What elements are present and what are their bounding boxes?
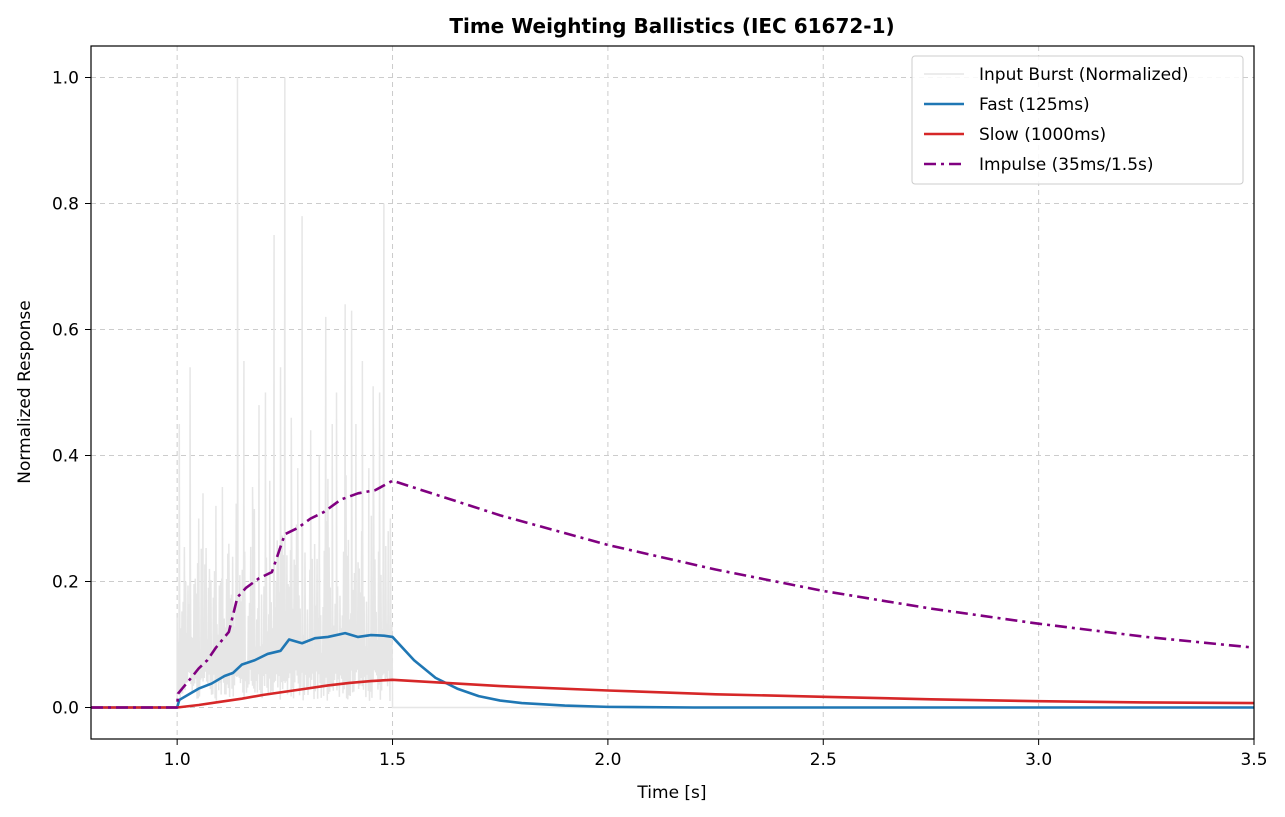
axes-frame: [90, 45, 1255, 740]
legend-label: Fast (125ms): [979, 95, 1090, 115]
legend-label: Slow (1000ms): [979, 125, 1106, 145]
series-line-fast: [91, 631, 1254, 709]
y-tick-label: 0.0: [52, 699, 79, 719]
legend-label: Input Burst (Normalized): [979, 65, 1188, 85]
x-tick-label: 3.0: [1025, 750, 1052, 770]
legend: Input Burst (Normalized) Fast (125ms) Slow…: [911, 55, 1244, 185]
series-line-slow: [91, 678, 1254, 709]
legend-box: [911, 55, 1244, 185]
y-tick-label: 0.8: [52, 195, 79, 215]
y-axis: 0.0 0.2 0.4 0.6 0.8 1.0: [52, 69, 91, 719]
x-tick-label: 3.5: [1240, 750, 1267, 770]
series-line-impulse: [91, 479, 1254, 709]
series-group: [91, 77, 1254, 709]
y-tick-label: 0.2: [52, 573, 79, 593]
y-tick-label: 0.6: [52, 321, 79, 341]
x-tick-label: 2.0: [594, 750, 621, 770]
x-tick-label: 1.0: [164, 750, 191, 770]
y-tick-label: 0.4: [52, 447, 79, 467]
x-tick-label: 1.5: [379, 750, 406, 770]
y-axis-label: Normalized Response: [15, 300, 35, 483]
x-axis-label: Time [s]: [636, 783, 706, 803]
plot-area: [91, 77, 1254, 709]
legend-label: Impulse (35ms/1.5s): [979, 155, 1154, 175]
x-axis: 1.0 1.5 2.0 2.5 3.0 3.5: [164, 739, 1268, 770]
x-tick-label: 2.5: [810, 750, 837, 770]
chart-title: Time Weighting Ballistics (IEC 61672-1): [449, 14, 894, 38]
y-tick-label: 1.0: [52, 69, 79, 89]
